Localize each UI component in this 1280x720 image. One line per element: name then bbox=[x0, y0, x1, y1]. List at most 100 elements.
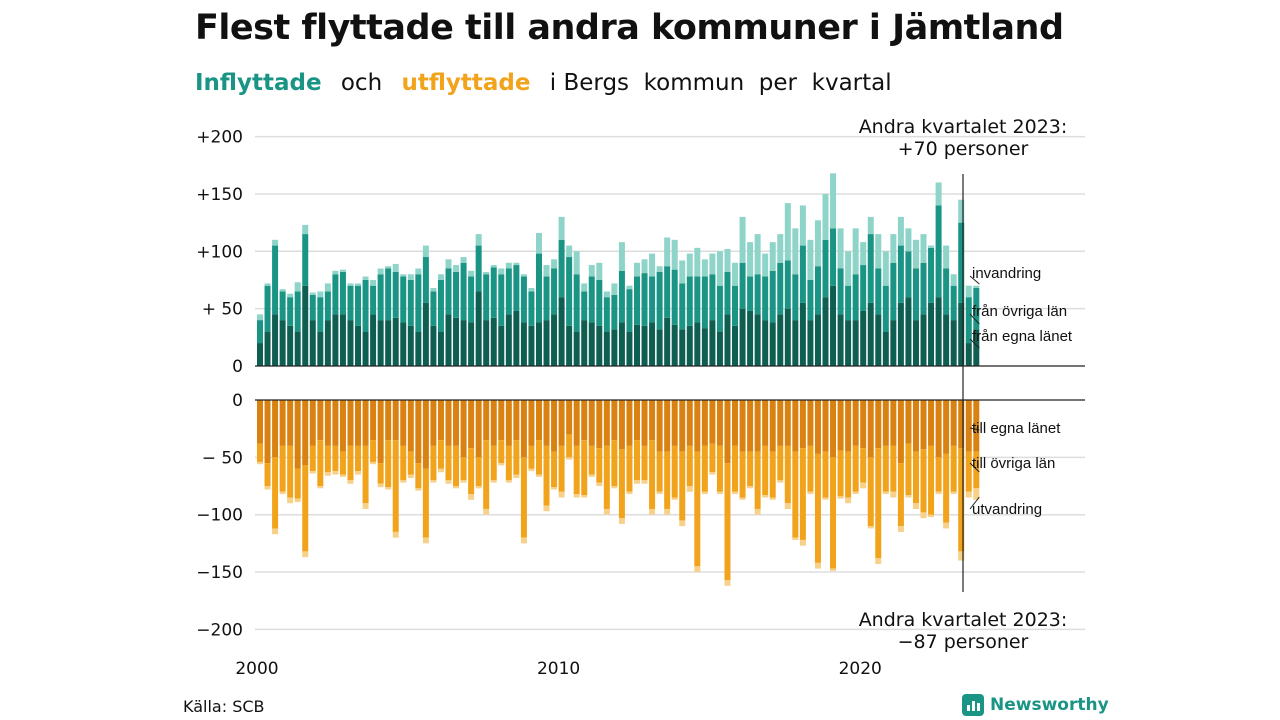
bar-out-segment bbox=[671, 400, 678, 446]
bar-in-segment bbox=[294, 282, 301, 292]
bar-in-segment bbox=[309, 292, 316, 295]
bar-in-segment bbox=[875, 268, 882, 315]
bar-out-segment bbox=[799, 539, 806, 546]
bar-out-segment bbox=[347, 480, 354, 484]
bar-out-segment bbox=[453, 445, 460, 487]
bar-out-segment bbox=[784, 503, 791, 509]
bar-out-segment bbox=[430, 480, 437, 483]
bar-out-segment bbox=[528, 445, 535, 469]
bar-out-segment bbox=[294, 400, 301, 469]
bar-out-segment bbox=[973, 400, 980, 452]
bar-out-segment bbox=[762, 495, 769, 498]
bar-in-segment bbox=[392, 317, 399, 366]
bar-in-segment bbox=[867, 234, 874, 303]
bar-in-segment bbox=[581, 320, 588, 366]
bar-out-segment bbox=[309, 400, 316, 446]
bar-out-segment bbox=[973, 488, 980, 500]
bar-in-segment bbox=[483, 271, 490, 275]
bar-in-segment bbox=[897, 302, 904, 366]
bar-out-segment bbox=[769, 497, 776, 500]
bar-out-segment bbox=[958, 448, 965, 552]
bar-out-segment bbox=[355, 400, 362, 446]
bar-out-segment bbox=[845, 451, 852, 498]
bar-out-segment bbox=[551, 487, 558, 490]
bar-in-segment bbox=[837, 268, 844, 315]
bar-in-segment bbox=[294, 331, 301, 366]
bar-out-segment bbox=[392, 400, 399, 441]
bar-out-segment bbox=[732, 400, 739, 446]
bar-in-segment bbox=[762, 253, 769, 277]
bar-out-segment bbox=[837, 496, 844, 499]
bar-in-segment bbox=[649, 276, 656, 323]
bar-in-segment bbox=[309, 320, 316, 366]
bar-out-segment bbox=[264, 463, 271, 487]
bar-in-segment bbox=[490, 267, 497, 318]
bar-out-segment bbox=[272, 528, 279, 535]
bar-in-segment bbox=[603, 291, 610, 298]
bar-out-segment bbox=[882, 445, 889, 492]
y-tick-label: +150 bbox=[196, 185, 243, 205]
bar-out-segment bbox=[769, 451, 776, 498]
bar-in-segment bbox=[716, 331, 723, 366]
bar-in-segment bbox=[317, 331, 324, 366]
bar-in-segment bbox=[626, 331, 633, 366]
bar-in-segment bbox=[551, 259, 558, 269]
bar-in-segment bbox=[897, 216, 904, 246]
bar-in-segment bbox=[973, 288, 980, 330]
bar-out-segment bbox=[324, 400, 331, 446]
bar-out-segment bbox=[950, 445, 957, 492]
bar-out-segment bbox=[513, 400, 520, 441]
bar-out-segment bbox=[799, 448, 806, 540]
bar-out-segment bbox=[287, 400, 294, 446]
bar-in-segment bbox=[950, 320, 957, 366]
bar-out-segment bbox=[912, 400, 919, 452]
bar-in-segment bbox=[814, 314, 821, 366]
bar-out-segment bbox=[264, 400, 271, 464]
bar-out-segment bbox=[716, 491, 723, 495]
bar-out-segment bbox=[535, 440, 542, 475]
bar-in-segment bbox=[520, 322, 527, 366]
bar-out-segment bbox=[634, 440, 640, 481]
bar-in-segment bbox=[709, 253, 716, 275]
bar-in-segment bbox=[287, 293, 294, 298]
x-tick-label: 2010 bbox=[537, 659, 580, 679]
bar-out-segment bbox=[664, 451, 671, 509]
bar-out-segment bbox=[558, 445, 565, 492]
bar-out-segment bbox=[581, 495, 588, 498]
bar-out-segment bbox=[287, 445, 294, 498]
bar-in-segment bbox=[362, 331, 369, 366]
bar-out-segment bbox=[437, 440, 444, 469]
bar-out-segment bbox=[882, 400, 889, 446]
bar-in-segment bbox=[694, 276, 701, 323]
bar-out-segment bbox=[437, 468, 444, 473]
bar-out-segment bbox=[566, 400, 573, 435]
bar-in-segment bbox=[905, 251, 912, 298]
bar-in-segment bbox=[520, 276, 527, 323]
bar-in-segment bbox=[769, 270, 776, 323]
bar-out-segment bbox=[656, 491, 663, 495]
bar-in-segment bbox=[724, 314, 731, 366]
bar-out-segment bbox=[377, 400, 384, 464]
bar-in-segment bbox=[543, 265, 550, 277]
bar-in-segment bbox=[822, 239, 829, 298]
bar-in-segment bbox=[867, 302, 874, 366]
bar-in-segment bbox=[845, 285, 852, 321]
bar-out-segment bbox=[830, 457, 837, 569]
bar-out-segment bbox=[422, 400, 429, 469]
y-tick-label: − 50 bbox=[202, 448, 243, 468]
bar-in-segment bbox=[694, 247, 701, 277]
bar-out-segment bbox=[897, 463, 904, 527]
y-tick-label: +200 bbox=[196, 128, 243, 148]
bar-out-segment bbox=[475, 486, 482, 489]
bar-in-segment bbox=[679, 329, 686, 366]
bar-in-segment bbox=[332, 274, 339, 315]
bar-out-segment bbox=[347, 400, 354, 446]
bar-out-segment bbox=[400, 400, 407, 446]
bar-out-segment bbox=[543, 505, 550, 512]
bar-in-segment bbox=[272, 245, 279, 315]
bar-in-segment bbox=[641, 273, 648, 326]
bar-out-segment bbox=[686, 486, 693, 492]
bar-in-segment bbox=[430, 288, 437, 292]
bar-in-segment bbox=[656, 271, 663, 330]
bar-out-segment bbox=[807, 491, 814, 495]
